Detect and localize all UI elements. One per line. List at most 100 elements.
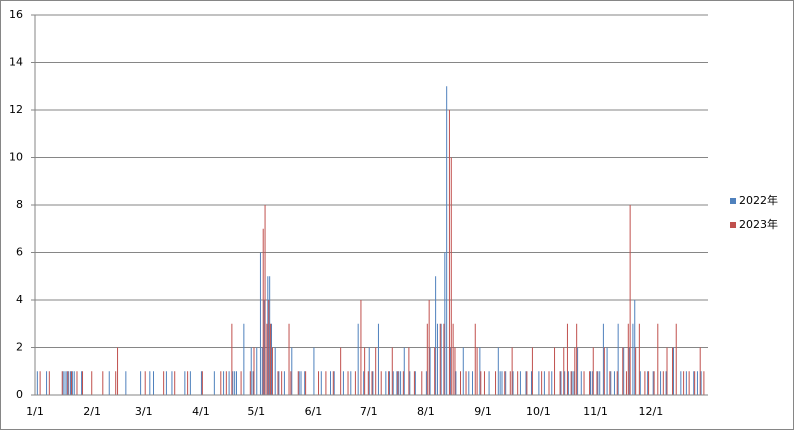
bar bbox=[488, 371, 490, 395]
bar bbox=[171, 371, 173, 395]
bar bbox=[304, 371, 306, 395]
y-tick-label: 0 bbox=[16, 388, 23, 401]
bar bbox=[554, 347, 556, 395]
bar bbox=[434, 347, 436, 395]
bar bbox=[465, 371, 467, 395]
bar bbox=[70, 371, 72, 395]
bar bbox=[476, 347, 478, 395]
bar bbox=[252, 371, 254, 395]
bar bbox=[68, 371, 70, 395]
bar bbox=[398, 371, 400, 395]
bar bbox=[596, 371, 598, 395]
bar bbox=[234, 371, 236, 395]
bar bbox=[232, 371, 234, 395]
bar bbox=[300, 371, 302, 395]
bar bbox=[509, 371, 511, 395]
bar bbox=[223, 371, 225, 395]
bar bbox=[225, 371, 227, 395]
bar bbox=[266, 323, 268, 395]
bar bbox=[187, 371, 189, 395]
bar bbox=[64, 371, 66, 395]
bar bbox=[644, 371, 646, 395]
x-tick-label: 11/1 bbox=[583, 405, 608, 418]
y-tick-label: 12 bbox=[9, 103, 23, 116]
bar bbox=[269, 276, 271, 395]
bar bbox=[501, 371, 503, 395]
bar bbox=[653, 371, 655, 395]
bar bbox=[675, 323, 677, 395]
bar bbox=[597, 371, 599, 395]
bar bbox=[250, 347, 252, 395]
bar bbox=[235, 371, 237, 395]
bar bbox=[592, 347, 594, 395]
bar bbox=[375, 347, 377, 395]
x-tick-label: 6/1 bbox=[305, 405, 323, 418]
bar bbox=[450, 157, 452, 395]
bar bbox=[577, 347, 579, 395]
bar bbox=[683, 371, 685, 395]
bar bbox=[262, 228, 264, 395]
bar bbox=[125, 371, 127, 395]
bar bbox=[647, 371, 649, 395]
bar bbox=[354, 371, 356, 395]
bar bbox=[82, 371, 84, 395]
bar bbox=[71, 371, 73, 395]
bar bbox=[62, 371, 64, 395]
bar bbox=[425, 371, 427, 395]
bar bbox=[291, 347, 293, 395]
bar bbox=[277, 371, 279, 395]
bar bbox=[613, 371, 615, 395]
bar bbox=[657, 323, 659, 395]
bar bbox=[61, 371, 63, 395]
bar bbox=[385, 371, 387, 395]
bar bbox=[652, 371, 654, 395]
bar bbox=[270, 323, 272, 395]
bar bbox=[228, 371, 230, 395]
bar bbox=[566, 323, 568, 395]
bar bbox=[70, 371, 72, 395]
bar bbox=[117, 347, 119, 395]
bar bbox=[543, 371, 545, 395]
bar bbox=[201, 371, 203, 395]
x-tick-label: 7/1 bbox=[360, 405, 378, 418]
bar bbox=[606, 347, 608, 395]
bar bbox=[428, 300, 430, 395]
bar bbox=[357, 323, 359, 395]
x-tick-label: 4/1 bbox=[192, 405, 210, 418]
bar bbox=[340, 347, 342, 395]
x-tick-label: 12/1 bbox=[638, 405, 663, 418]
bar bbox=[629, 205, 631, 395]
bar bbox=[580, 371, 582, 395]
bar bbox=[560, 371, 562, 395]
bar bbox=[429, 347, 431, 395]
bar bbox=[685, 371, 687, 395]
bar bbox=[332, 371, 334, 395]
bar bbox=[350, 371, 352, 395]
bar bbox=[297, 371, 299, 395]
bar bbox=[342, 371, 344, 395]
bar bbox=[455, 371, 457, 395]
bar bbox=[249, 371, 251, 395]
bar bbox=[380, 371, 382, 395]
bar bbox=[694, 371, 696, 395]
bar bbox=[531, 347, 533, 395]
legend-label: 2023年 bbox=[739, 217, 778, 231]
bar bbox=[414, 371, 416, 395]
bar bbox=[364, 347, 366, 395]
bar bbox=[36, 371, 38, 395]
bar bbox=[609, 371, 611, 395]
bar bbox=[583, 371, 585, 395]
bar bbox=[184, 371, 186, 395]
bar bbox=[67, 371, 69, 395]
bar bbox=[76, 371, 78, 395]
y-tick-label: 16 bbox=[9, 8, 23, 21]
legend-label: 2022年 bbox=[739, 193, 778, 207]
bar bbox=[149, 371, 151, 395]
bar bbox=[413, 371, 415, 395]
bar bbox=[703, 371, 705, 395]
bar bbox=[511, 347, 513, 395]
bar bbox=[471, 371, 473, 395]
bar bbox=[672, 347, 674, 395]
bar bbox=[367, 371, 369, 395]
